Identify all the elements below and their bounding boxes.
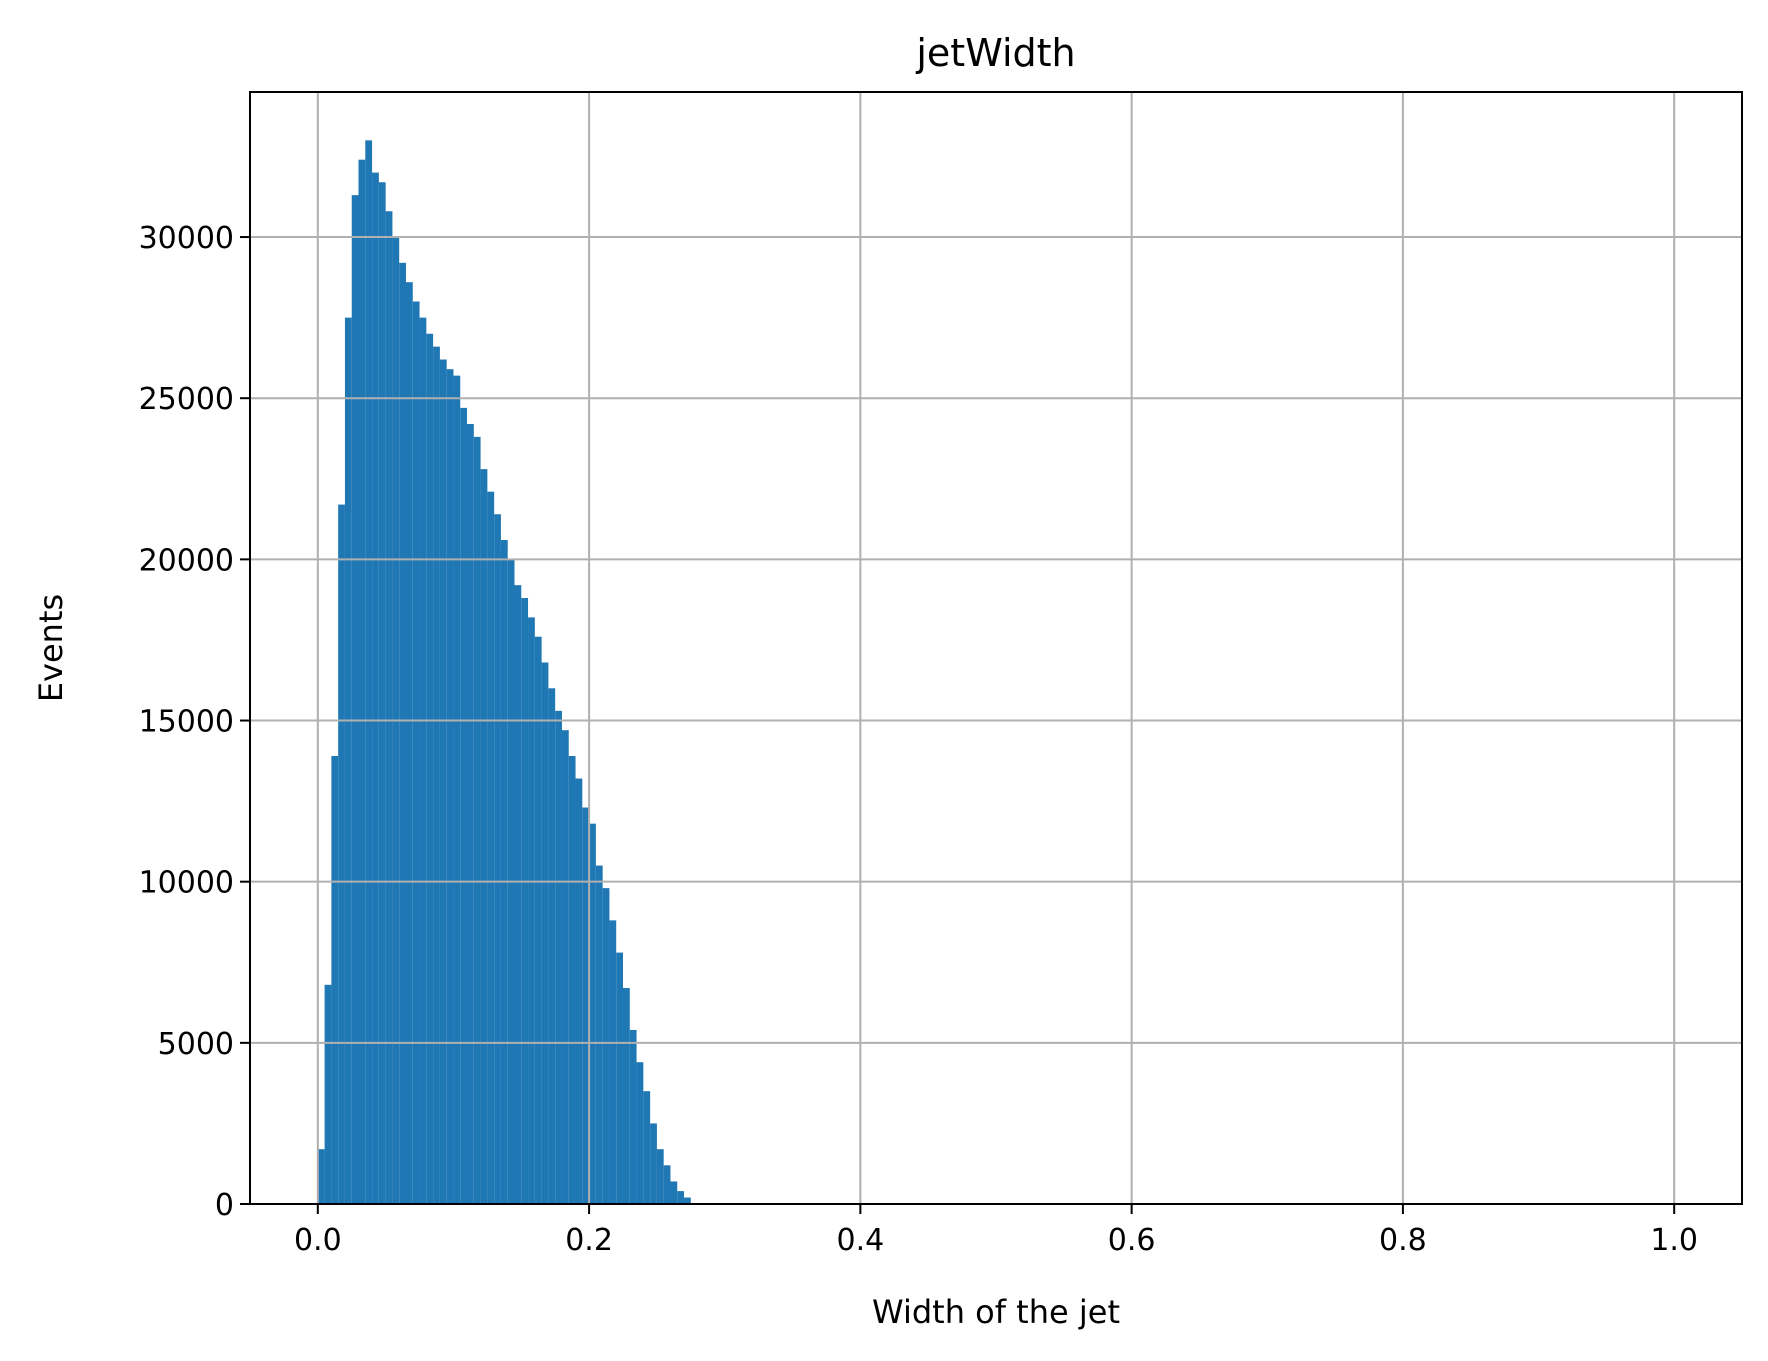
x-tick-label: 0.4: [837, 1223, 885, 1258]
y-tick-label: 15000: [139, 705, 234, 740]
histogram-bar: [568, 755, 576, 1204]
histogram-bar: [623, 988, 630, 1204]
histogram-bar: [494, 514, 501, 1204]
histogram-bar: [643, 1091, 651, 1204]
x-tick-label: 0.6: [1108, 1223, 1156, 1258]
histogram-bar: [684, 1197, 691, 1204]
histogram-bar: [589, 823, 596, 1204]
histogram-bar: [609, 920, 617, 1204]
histogram-bar: [541, 662, 549, 1204]
histogram-bar: [636, 1062, 644, 1204]
ticks-layer: 0.0 0.2 0.4 0.6 0.8 1.0 0 5000 10000 15000 20000 25…: [139, 221, 1698, 1258]
histogram-bar: [426, 333, 434, 1204]
histogram-bar: [378, 182, 386, 1205]
histogram-bar: [453, 375, 461, 1204]
histogram-bar: [399, 262, 406, 1204]
histogram-bar: [595, 865, 603, 1204]
histogram-bar: [460, 407, 468, 1205]
histogram-bar: [528, 617, 535, 1204]
histogram-bar: [555, 710, 562, 1204]
histogram-bar: [324, 984, 332, 1204]
y-tick-label: 30000: [139, 221, 234, 256]
histogram-bar: [419, 317, 427, 1205]
y-tick-label: 20000: [139, 543, 234, 578]
y-tick-label: 5000: [158, 1027, 234, 1062]
histogram-bar: [412, 301, 420, 1205]
histogram-bar: [663, 1165, 671, 1204]
histogram-bar: [670, 1181, 678, 1204]
histogram-bar: [521, 598, 529, 1204]
histogram-bar: [534, 636, 542, 1204]
histogram-bar: [677, 1191, 685, 1204]
histogram-bar: [372, 172, 379, 1204]
histogram-bar: [344, 317, 352, 1205]
histogram-bar: [656, 1149, 664, 1204]
histogram-bar: [317, 1149, 325, 1204]
plot-frame: [249, 91, 1743, 1205]
histogram-bar: [616, 952, 623, 1204]
histogram-bar: [561, 730, 569, 1204]
y-tick-label: 10000: [139, 866, 234, 901]
histogram-bar: [602, 888, 610, 1204]
histogram-bar: [629, 1029, 637, 1204]
histogram-bar: [446, 369, 454, 1204]
x-tick-label: 0.0: [294, 1223, 342, 1258]
histogram-bar: [473, 436, 481, 1204]
histogram-bar: [331, 755, 339, 1204]
histogram-bar: [365, 140, 373, 1205]
x-axis-label: Width of the jet: [872, 1293, 1120, 1331]
x-tick-label: 1.0: [1650, 1223, 1698, 1258]
histogram-bar: [487, 491, 495, 1204]
histogram-bar: [338, 504, 345, 1204]
histogram-bar: [433, 346, 440, 1204]
histogram-bar: [575, 778, 583, 1204]
histogram-bar: [480, 469, 488, 1204]
histogram-bar: [385, 211, 393, 1205]
histogram-bar: [467, 423, 474, 1204]
y-tick-label: 25000: [139, 382, 234, 417]
histogram-bar: [548, 688, 556, 1204]
histogram-bar: [514, 585, 522, 1204]
histogram-bar: [500, 540, 508, 1204]
y-axis-label: Events: [32, 594, 70, 702]
histogram-bar: [358, 159, 366, 1204]
histogram-bar: [351, 195, 359, 1204]
y-tick-label: 0: [215, 1188, 234, 1223]
histogram-bar: [582, 807, 590, 1204]
histogram-bar: [650, 1123, 657, 1204]
histogram-bar: [405, 282, 413, 1205]
bars-layer: [317, 140, 691, 1205]
grid-layer: [250, 92, 1742, 1205]
histogram-bar: [439, 359, 447, 1204]
chart-title: jetWidth: [915, 31, 1075, 75]
x-tick-label: 0.8: [1379, 1223, 1427, 1258]
x-tick-label: 0.2: [565, 1223, 613, 1258]
